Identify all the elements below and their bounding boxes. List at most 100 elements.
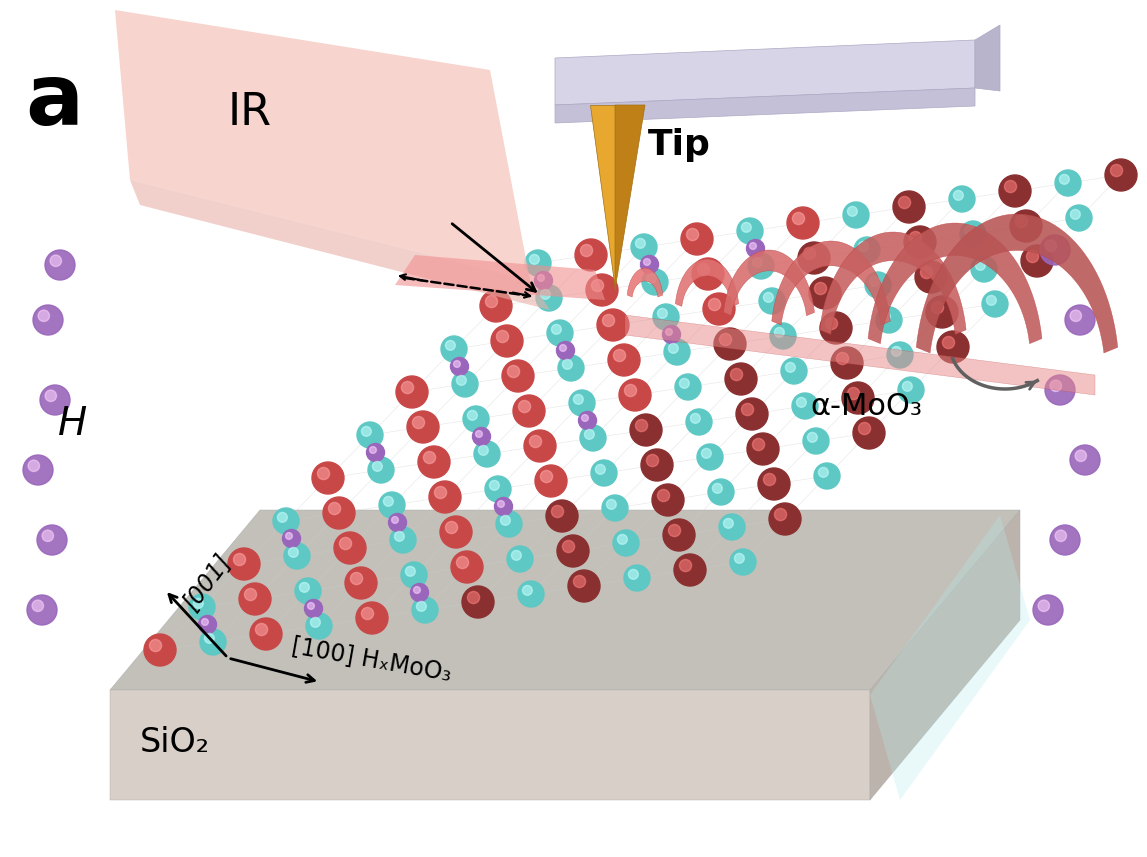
- Circle shape: [679, 379, 689, 388]
- Circle shape: [1033, 595, 1063, 625]
- Circle shape: [33, 305, 63, 335]
- Circle shape: [819, 467, 828, 477]
- Circle shape: [496, 511, 522, 537]
- Polygon shape: [110, 510, 1020, 690]
- Circle shape: [468, 411, 477, 420]
- Circle shape: [256, 623, 267, 636]
- Circle shape: [307, 602, 314, 609]
- Circle shape: [562, 541, 575, 553]
- Circle shape: [624, 385, 637, 397]
- Circle shape: [423, 452, 436, 464]
- Circle shape: [244, 589, 257, 601]
- Circle shape: [712, 483, 723, 494]
- Polygon shape: [130, 180, 551, 310]
- Circle shape: [239, 583, 271, 615]
- Circle shape: [202, 619, 209, 626]
- Circle shape: [586, 274, 618, 306]
- Polygon shape: [871, 510, 1020, 800]
- Polygon shape: [627, 268, 663, 297]
- Circle shape: [478, 446, 489, 455]
- Circle shape: [752, 257, 763, 267]
- Circle shape: [729, 549, 756, 575]
- Polygon shape: [590, 105, 615, 290]
- Circle shape: [42, 530, 54, 542]
- Circle shape: [826, 317, 837, 330]
- Circle shape: [926, 296, 958, 328]
- Circle shape: [953, 190, 963, 201]
- Circle shape: [663, 519, 695, 551]
- Circle shape: [747, 433, 779, 465]
- Circle shape: [734, 554, 744, 563]
- Text: H: H: [58, 405, 87, 443]
- Circle shape: [1015, 215, 1028, 228]
- Circle shape: [552, 325, 561, 334]
- Circle shape: [865, 272, 891, 298]
- Circle shape: [965, 225, 974, 236]
- Circle shape: [194, 598, 203, 608]
- Circle shape: [32, 600, 44, 612]
- Circle shape: [798, 242, 830, 274]
- Circle shape: [674, 374, 701, 400]
- Circle shape: [40, 385, 70, 415]
- Circle shape: [898, 196, 911, 208]
- Circle shape: [414, 586, 421, 593]
- Circle shape: [830, 347, 863, 379]
- Circle shape: [357, 422, 383, 448]
- Circle shape: [401, 381, 414, 393]
- Circle shape: [490, 481, 499, 490]
- Circle shape: [401, 562, 427, 588]
- Circle shape: [535, 272, 553, 290]
- Circle shape: [518, 581, 544, 607]
- Circle shape: [557, 535, 590, 567]
- Circle shape: [786, 363, 795, 372]
- Circle shape: [803, 248, 816, 260]
- Polygon shape: [110, 510, 1020, 690]
- Circle shape: [50, 255, 62, 267]
- Polygon shape: [772, 241, 890, 325]
- Circle shape: [318, 467, 329, 480]
- Text: Tip: Tip: [648, 128, 711, 162]
- Circle shape: [440, 516, 473, 548]
- Circle shape: [373, 461, 382, 471]
- Circle shape: [614, 350, 625, 362]
- Circle shape: [278, 512, 287, 522]
- Circle shape: [451, 551, 483, 583]
- Circle shape: [416, 602, 427, 611]
- Polygon shape: [110, 690, 871, 800]
- Text: [100] HₓMoO₃: [100] HₓMoO₃: [290, 633, 454, 685]
- Circle shape: [361, 608, 374, 620]
- Circle shape: [429, 481, 461, 513]
- Circle shape: [407, 411, 439, 443]
- Circle shape: [1038, 600, 1050, 612]
- Circle shape: [494, 498, 513, 516]
- Circle shape: [45, 390, 56, 401]
- Circle shape: [764, 473, 775, 486]
- Text: a: a: [25, 60, 83, 143]
- Circle shape: [149, 639, 162, 651]
- Circle shape: [556, 341, 575, 359]
- Circle shape: [582, 415, 588, 422]
- Circle shape: [535, 465, 567, 497]
- Circle shape: [513, 395, 545, 427]
- Circle shape: [463, 406, 489, 432]
- Circle shape: [395, 531, 404, 542]
- Circle shape: [485, 296, 498, 308]
- Circle shape: [468, 591, 479, 603]
- Circle shape: [713, 328, 746, 360]
- Circle shape: [848, 387, 859, 399]
- Circle shape: [679, 560, 692, 572]
- Circle shape: [200, 629, 226, 655]
- Polygon shape: [871, 515, 1030, 800]
- Circle shape: [530, 255, 539, 264]
- Circle shape: [479, 290, 512, 322]
- Circle shape: [445, 521, 458, 534]
- Circle shape: [972, 256, 997, 282]
- Circle shape: [619, 379, 651, 411]
- Circle shape: [596, 309, 629, 341]
- Circle shape: [635, 419, 648, 432]
- Circle shape: [647, 454, 658, 466]
- Circle shape: [361, 427, 372, 436]
- Circle shape: [560, 345, 567, 351]
- Circle shape: [617, 535, 627, 544]
- Circle shape: [295, 578, 321, 604]
